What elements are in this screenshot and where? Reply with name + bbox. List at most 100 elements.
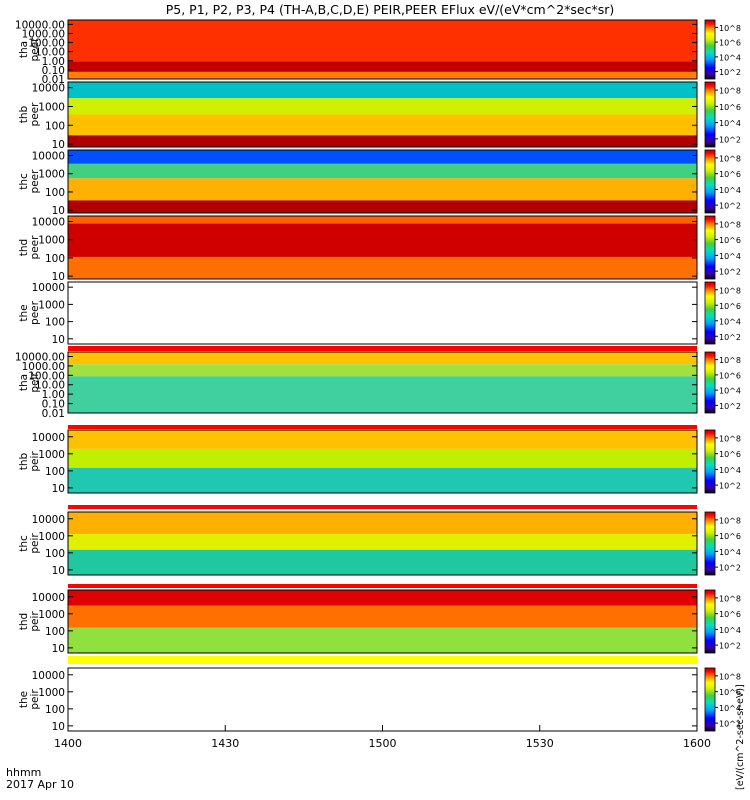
spectrogram-band [68,549,697,575]
y-tick-label: 100 [45,187,65,199]
colorbar-tick-label: 10^6 [719,103,741,112]
y-tick-label: 100 [45,704,65,716]
colorbar-tick-label: 10^4 [719,119,741,128]
spectrogram-band [68,135,697,147]
panel-frame [67,19,698,80]
panel-ylabel-probe: tha [18,41,30,58]
colorbar-tick-label: 10^6 [719,39,741,48]
panel-thd-peer: 10000 1000 100 10 thd peer 10^8 10^6 10^4 10^2 [18,215,741,283]
panel-ylabel-species: peer [29,235,41,260]
y-tick-label: 100 [45,466,65,478]
panel-frame [67,351,698,414]
panel-ylabel-species: peer [29,300,41,325]
y-tick-label: 10 [52,643,65,655]
spectrogram-band [68,282,697,344]
x-tick-label: 1400 [54,737,82,750]
y-tick-label: 10000.00 [15,351,65,363]
y-tick-label: 10 [52,271,65,283]
spectrogram-band [68,590,697,606]
spectrogram-band [68,200,697,213]
x-unit-label: hhmm [6,766,41,779]
x-tick-label: 1600 [683,737,711,750]
y-tick-label: 0.01 [42,74,65,86]
colorbar-tick-label: 10^4 [719,466,741,475]
spectrogram-band [68,216,697,224]
y-tick-label: 10000 [32,150,65,162]
y-tick-label: 1000 [38,687,65,699]
y-tick-label: 10000 [32,216,65,228]
colorbar [704,149,716,214]
panel-ylabel-probe: tha [18,374,30,391]
colorbar-tick-label: 10^2 [719,135,741,144]
panel-thc-peir: 10000 1000 100 10 thc peir 10^8 10^6 10^4 10^2 [18,511,741,577]
spectrogram-band [68,352,697,365]
y-tick-label: 100 [45,548,65,560]
y-tick-label: 0.10 [42,65,65,77]
colorbar [704,429,716,494]
colorbar-tick-label: 10^2 [719,642,741,651]
y-tick-label: 1000 [38,609,65,621]
panel-thb-peir: 10000 1000 100 10 thb peir 10^8 10^6 10^4 10^2 [18,429,741,495]
panel-frame [67,429,698,494]
panel-separator-band [68,346,697,351]
panel-ylabel-probe: thc [18,173,30,190]
spectrogram-band [68,71,697,79]
colorbar-tick-label: 10^8 [719,286,741,295]
colorbar-tick-label: 10^4 [719,252,741,261]
spectrogram-band [68,534,697,550]
y-tick-label: 100.00 [28,370,65,382]
colorbar-tick-label: 10^6 [719,532,741,541]
y-tick-label: 100 [45,626,65,638]
panel-ylabel-probe: the [18,304,30,321]
colorbar-tick-label: 10^2 [719,402,741,411]
y-tick-label: 1000.00 [22,28,65,40]
panel-ylabel-species: peir [29,372,41,393]
spectrogram-band [68,114,697,136]
y-tick-label: 1000 [38,235,65,247]
x-tick-label: 1500 [369,737,397,750]
spectrogram-band [68,61,697,72]
panel-thb-peer: 10000 1000 100 10 thb peer 10^8 10^6 10^4 10^2 [18,81,741,151]
y-tick-label: 10 [52,721,65,733]
panel-ylabel-probe: thb [18,452,30,470]
spectrogram-band [68,467,697,493]
spectrogram-band [68,98,697,115]
y-tick-label: 0.10 [42,399,65,411]
colorbar-tick-label: 10^8 [719,594,741,603]
colorbar-tick-label: 10^8 [719,154,741,163]
colorbar-tick-label: 10^2 [719,564,741,573]
spectrogram-band [68,150,697,164]
y-tick-label: 10000.00 [15,19,65,31]
spectrogram-band [68,256,697,279]
panel-ylabel-probe: thc [18,535,30,552]
y-tick-label: 0.01 [42,408,65,420]
spectrogram-band [68,512,697,535]
y-tick-label: 10 [52,565,65,577]
colorbar-tick-label: 10^6 [719,450,741,459]
panel-the-peir: 10000 1000 100 10 the peir 10^8 10^6 10^4 10^2 [18,667,741,733]
panel-ylabel-probe: thd [18,239,30,256]
y-tick-label: 1000 [38,101,65,113]
colorbar-tick-label: 10^4 [719,548,741,557]
panel-frame [67,511,698,576]
spectrogram-band [68,223,697,257]
colorbar-tick-label: 10^8 [719,516,741,525]
panel-separator-band [68,656,697,664]
colorbar-tick-label: 10^2 [719,482,741,491]
y-tick-label: 1.00 [42,56,65,68]
colorbar [704,511,716,576]
colorbar-unit-label: [eV/(cm^2-sec-sr-eV)] [735,684,746,790]
panel-frame [67,281,698,345]
y-tick-label: 100 [45,317,65,329]
y-tick-label: 100 [45,120,65,132]
colorbar-tick-label: 10^4 [719,704,741,713]
colorbar [704,351,716,414]
panel-ylabel-species: peir [29,451,41,472]
colorbar-tick-label: 10^8 [719,672,741,681]
colorbar-tick-label: 10^6 [719,688,741,697]
panel-ylabel-species: peir [29,689,41,710]
spectrogram-band [68,376,697,413]
panel-ylabel-probe: the [18,691,30,708]
